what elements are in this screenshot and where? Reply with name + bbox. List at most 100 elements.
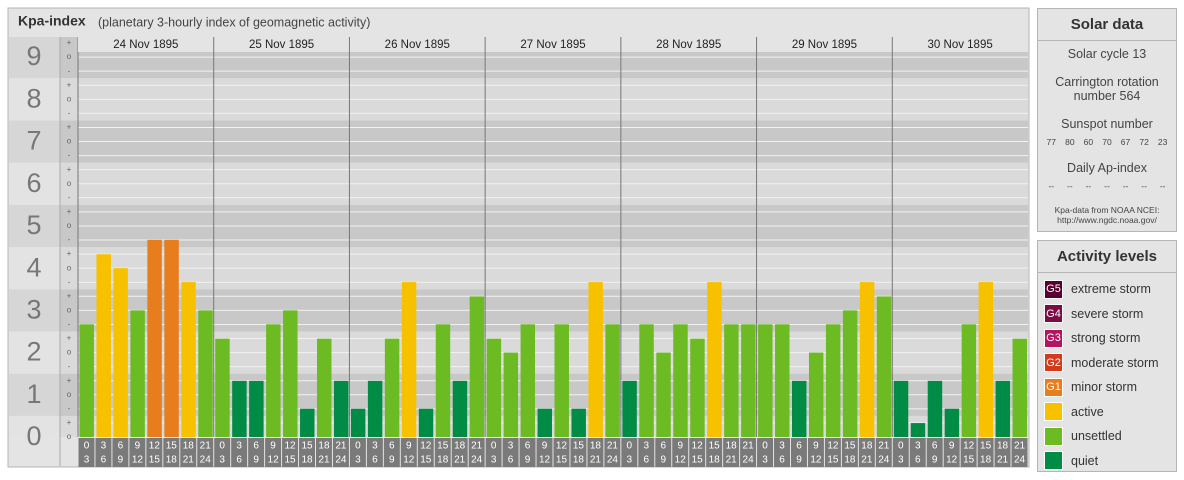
- interval-box: [163, 438, 180, 467]
- interval-start: 6: [660, 441, 666, 452]
- interval-box: [316, 438, 332, 467]
- legend-label: extreme storm: [1071, 282, 1151, 297]
- interval-end: 9: [660, 455, 666, 466]
- interval-end: 21: [590, 455, 602, 466]
- interval-start: 0: [762, 441, 768, 452]
- ap-title: Daily Ap-index: [1067, 161, 1147, 175]
- interval-start: 15: [437, 441, 449, 452]
- interval-start: 0: [491, 441, 497, 452]
- interval-box: [604, 438, 621, 467]
- interval-end: 3: [219, 455, 225, 466]
- interval-end: 15: [692, 455, 704, 466]
- interval-start: 3: [236, 441, 242, 452]
- bar: [486, 338, 502, 437]
- minor-tick-label: o: [67, 348, 72, 357]
- interval-end: 18: [301, 455, 313, 466]
- interval-start: 12: [827, 441, 839, 452]
- bar: [859, 282, 875, 437]
- bar: [622, 380, 637, 437]
- band: [9, 415, 1028, 437]
- bar: [452, 380, 468, 437]
- interval-box: [112, 438, 129, 467]
- bar: [198, 310, 213, 437]
- interval-start: 21: [743, 441, 755, 452]
- source: Kpa-data from NOAA NCEI:: [1054, 205, 1160, 215]
- interval-end: 21: [861, 455, 873, 466]
- interval-end: 9: [253, 455, 259, 466]
- y-tick-label: 3: [26, 294, 41, 324]
- minor-tick-label: -: [68, 362, 71, 371]
- interval-start: 9: [949, 441, 955, 452]
- bar: [842, 310, 858, 437]
- bar: [571, 408, 586, 437]
- legend-item: G5 extreme storm: [1038, 277, 1176, 302]
- interval-end: 15: [284, 455, 296, 466]
- bar: [164, 239, 179, 437]
- ap-value: --: [1159, 181, 1166, 191]
- interval-end: 12: [675, 455, 687, 466]
- interval-start: 21: [607, 441, 619, 452]
- chart-subtitle: (planetary 3-hourly index of geomagnetic…: [98, 15, 370, 29]
- interval-end: 3: [491, 455, 497, 466]
- minor-tick-label: o: [67, 305, 72, 314]
- interval-end: 3: [627, 455, 633, 466]
- minor-tick-label: -: [68, 404, 71, 413]
- bar: [232, 380, 247, 437]
- bar: [707, 282, 722, 437]
- minor-tick-label: +: [67, 291, 72, 300]
- y-tick-label: 5: [26, 210, 41, 240]
- interval-box: [570, 438, 587, 467]
- interval-box: [231, 438, 248, 467]
- sunspot-value: 70: [1102, 137, 1112, 147]
- legend-label: strong storm: [1071, 331, 1141, 346]
- legend-label: severe storm: [1071, 306, 1144, 321]
- minor-tick-label: -: [68, 235, 71, 244]
- sunspot-value: 60: [1083, 137, 1094, 147]
- interval-start: 12: [963, 441, 975, 452]
- interval-start: 0: [898, 441, 904, 452]
- legend-item: G3 strong storm: [1038, 326, 1176, 351]
- interval-start: 21: [335, 441, 347, 452]
- interval-start: 9: [542, 441, 548, 452]
- interval-box: [146, 438, 163, 467]
- ap-value: --: [1104, 181, 1110, 191]
- interval-start: 9: [677, 441, 683, 452]
- interval-box: [858, 438, 875, 467]
- interval-end: 12: [946, 455, 958, 466]
- legend-swatch: G3: [1044, 328, 1063, 348]
- solar-cycle: Solar cycle 13: [1067, 47, 1147, 61]
- legend-label: active: [1071, 404, 1104, 419]
- interval-start: 15: [573, 441, 585, 452]
- panel-title: Solar data: [1038, 9, 1176, 41]
- interval-start: 18: [861, 441, 873, 452]
- interval-start: 6: [389, 441, 395, 452]
- y-tick-label: 4: [26, 252, 41, 282]
- legend-item: G4 severe storm: [1038, 302, 1176, 327]
- bar: [384, 338, 400, 437]
- y-tick-label: 6: [26, 168, 41, 198]
- bar: [350, 408, 366, 437]
- interval-start: 3: [779, 441, 785, 452]
- minor-tick-label: o: [67, 94, 72, 103]
- interval-box: [892, 438, 909, 467]
- interval-end: 6: [508, 455, 514, 466]
- interval-box: [180, 438, 197, 467]
- interval-box: [824, 438, 841, 467]
- interval-end: 9: [796, 455, 802, 466]
- bar: [215, 338, 230, 437]
- interval-end: 6: [101, 455, 107, 466]
- carrington: Carrington rotation number 564: [1055, 75, 1159, 103]
- ap-value: --: [1141, 181, 1147, 191]
- legend-label: unsettled: [1071, 429, 1122, 444]
- interval-end: 15: [420, 455, 432, 466]
- bar: [1012, 338, 1027, 437]
- interval-end: 18: [437, 455, 449, 466]
- interval-box: [332, 438, 349, 467]
- legend-label: quiet: [1071, 453, 1099, 468]
- interval-box: [706, 438, 723, 467]
- interval-start: 18: [183, 441, 195, 452]
- minor-tick-label: +: [67, 418, 72, 427]
- interval-start: 9: [406, 441, 412, 452]
- minor-tick-label: +: [67, 80, 72, 89]
- interval-box: [621, 438, 638, 467]
